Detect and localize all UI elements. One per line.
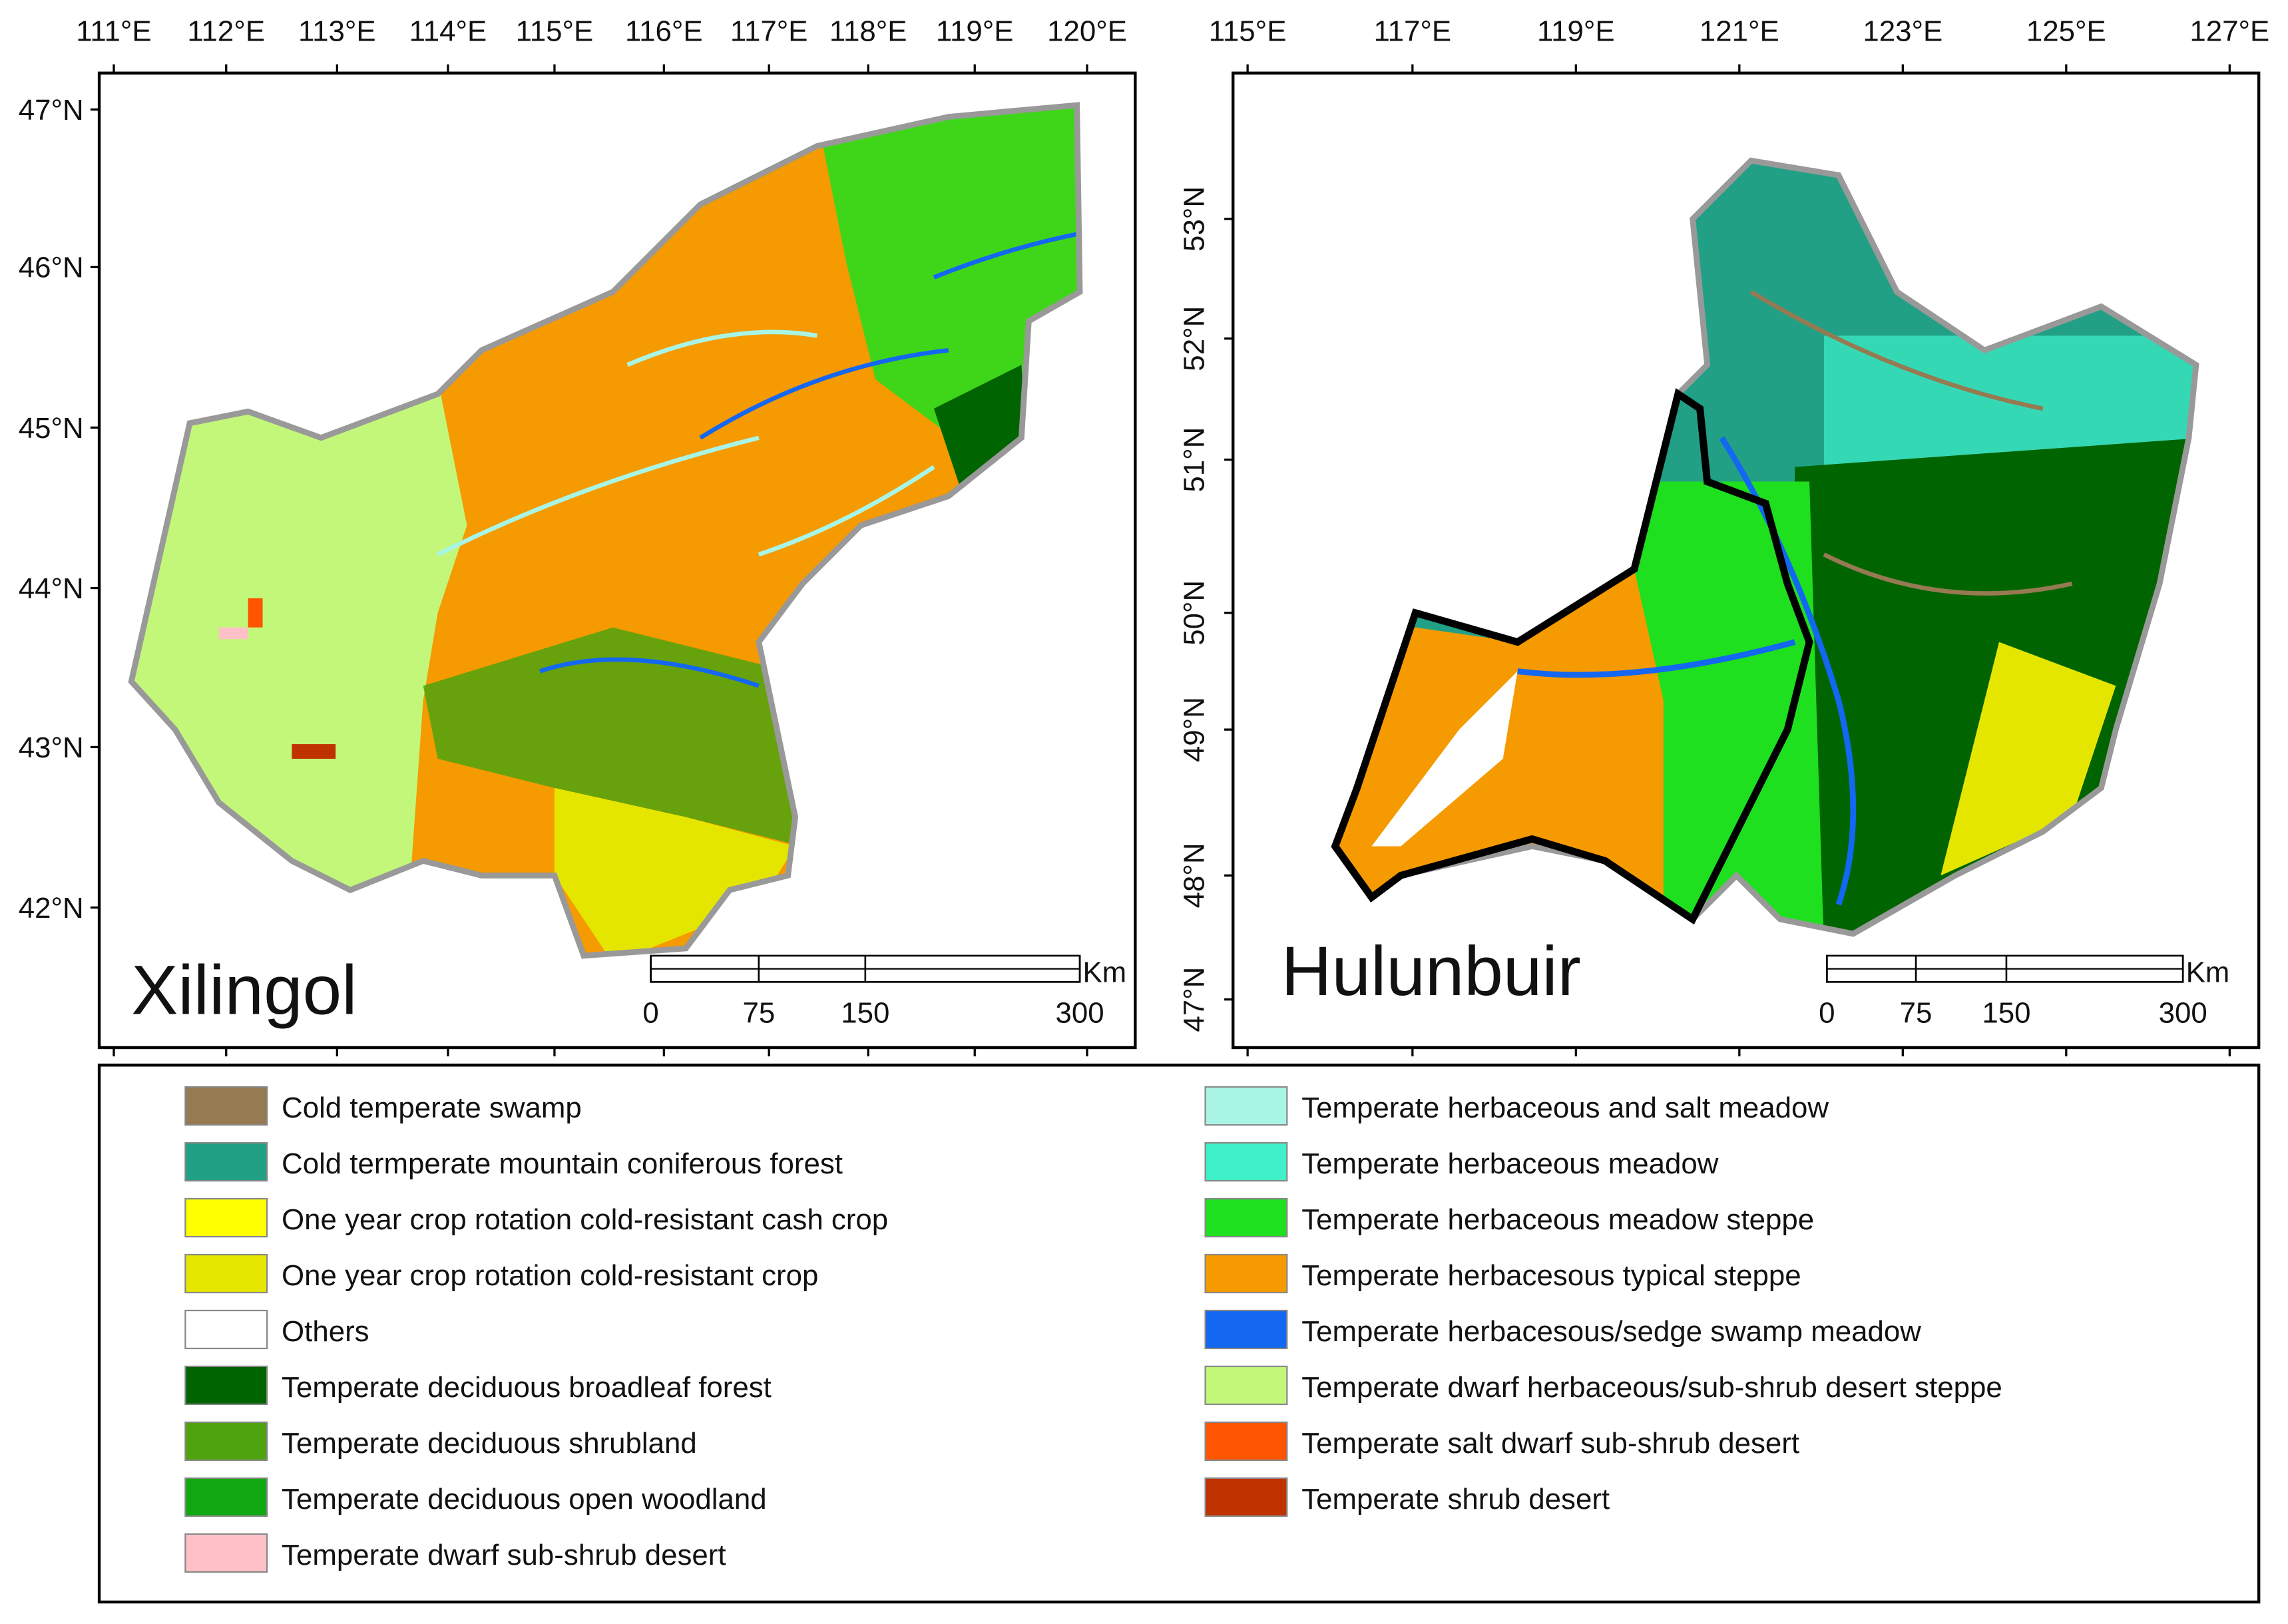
legend-swatch [1204,1477,1288,1517]
legend-swatch [184,1086,268,1126]
map-title: Hulunbuir [1281,932,1581,1010]
legend-label: One year crop rotation cold-resistant ca… [282,1203,888,1236]
scale-label: 0 [642,997,658,1030]
legend-swatch [184,1533,268,1573]
lat-label: 50°N [1178,580,1210,646]
lon-label: 112°E [187,15,265,48]
legend-label: Temperate herbaceous meadow steppe [1301,1203,1814,1236]
lat-label: 45°N [19,412,84,445]
legend-label: Temperate dwarf herbaceous/sub-shrub des… [1301,1371,2002,1404]
legend-swatch [184,1253,268,1294]
scale-label: 300 [1055,997,1104,1030]
lat-label: 46°N [19,252,84,284]
legend-label: Cold termperate mountain coniferous fore… [282,1147,843,1180]
legend-label: Temperate herbaceous meadow [1301,1147,1718,1180]
scale-label: 150 [841,997,889,1030]
legend-label: Temperate deciduous broadleaf forest [282,1371,772,1404]
legend-label: Temperate deciduous shrubland [282,1427,697,1460]
legend-label: Temperate herbaceous and salt meadow [1301,1092,1829,1124]
legend-swatch [184,1309,268,1350]
lon-label: 113°E [298,15,376,48]
map-title: Xilingol [131,952,357,1030]
lat-label: 42°N [19,892,84,924]
lat-label: 52°N [1178,306,1210,371]
lat-label: 47°N [19,94,84,126]
lat-label: 51°N [1178,427,1210,493]
legend-swatch [1204,1253,1288,1294]
generated: 111°E 112°E 113°E 114°E 115°E 116°E 117°E 118°E… [19,15,2269,1573]
legend-swatch [184,1477,268,1517]
lon-label: 123°E [1863,15,1943,48]
lon-label: 115°E [516,15,594,48]
lat-label: 43°N [19,731,84,764]
legend-swatch [1204,1197,1288,1238]
legend-swatch [1204,1086,1288,1126]
legend-swatch [1204,1365,1288,1406]
legend-swatch [184,1197,268,1238]
study-boundary [1331,388,1813,925]
lon-label: 119°E [936,15,1014,48]
scale-unit: Km [1082,956,1126,988]
scale-label: 75 [742,997,775,1030]
legend-swatch [184,1142,268,1182]
legend-swatch [184,1421,268,1461]
lat-label: 48°N [1178,843,1210,908]
lat-label: 47°N [1178,967,1210,1032]
legend-label: Temperate dwarf sub-shrub desert [282,1539,726,1571]
lon-label: 120°E [1047,15,1127,48]
lon-label: 111°E [76,15,151,48]
lat-label: 53°N [1178,186,1210,252]
legend-swatch [1204,1421,1288,1461]
scale-label: 0 [1819,997,1835,1030]
lon-label: 118°E [829,15,907,48]
legend-label: Temperate shrub desert [1301,1483,1610,1516]
legend-swatch [1204,1142,1288,1182]
lon-label: 116°E [625,15,703,48]
lat-label: 44°N [19,572,84,605]
scale-label: 300 [2159,997,2207,1030]
legend-label: Temperate herbacesous/sedge swamp meadow [1301,1315,1921,1348]
lon-label: 121°E [1700,15,1779,48]
legend-swatch [184,1365,268,1406]
lat-label: 49°N [1178,697,1210,762]
legend-label: Cold temperate swamp [282,1092,582,1124]
legend-box [97,1064,2261,1604]
lon-label: 125°E [2026,15,2106,48]
lon-label: 115°E [1209,15,1287,48]
lon-label: 127°E [2189,15,2269,48]
region-outline [128,102,1083,959]
lon-label: 114°E [409,15,487,48]
legend-swatch [1204,1309,1288,1350]
legend-label: Others [282,1315,369,1348]
legend-label: Temperate salt dwarf sub-shrub desert [1301,1427,1799,1460]
lon-label: 117°E [1374,15,1452,48]
scale-label: 150 [1982,997,2030,1030]
legend-label: Temperate herbacesous typical steppe [1301,1259,1801,1292]
scale-label: 75 [1900,997,1933,1030]
scale-unit: Km [2186,956,2230,988]
lon-label: 119°E [1537,15,1615,48]
lon-label: 117°E [730,15,808,48]
legend-label: Temperate deciduous open woodland [282,1483,767,1516]
legend-label: One year crop rotation cold-resistant cr… [282,1259,818,1292]
